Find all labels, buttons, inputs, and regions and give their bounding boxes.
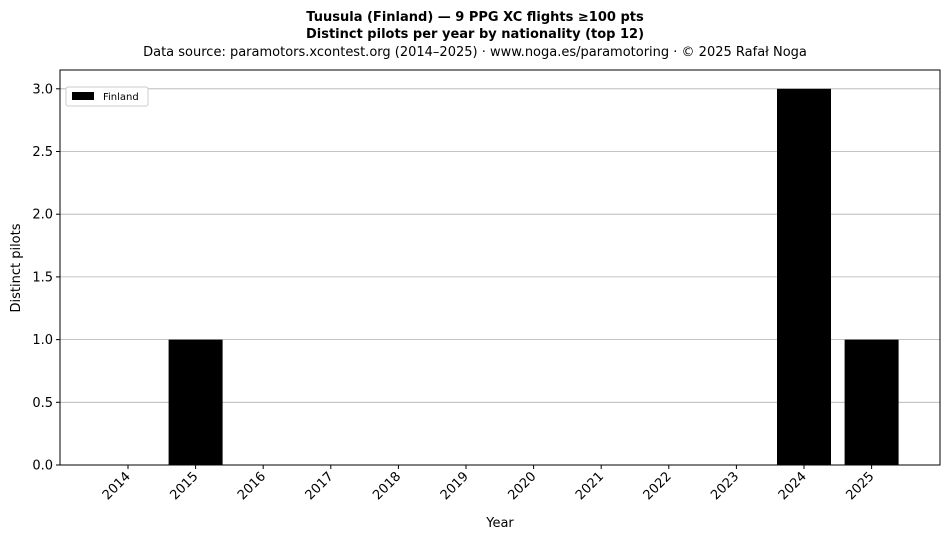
x-tick-label: 2015 — [167, 469, 201, 503]
x-tick-label: 2024 — [776, 469, 810, 503]
legend-swatch-finland — [72, 92, 94, 100]
x-tick-label: 2014 — [100, 469, 134, 503]
y-tick-label: 1.5 — [32, 270, 53, 285]
y-tick-label: 2.0 — [32, 208, 53, 223]
x-tick-label: 2022 — [641, 469, 675, 503]
legend-label-finland: Finland — [103, 92, 139, 103]
x-tick-label: 2025 — [843, 469, 877, 503]
y-tick-label: 2.5 — [32, 145, 53, 160]
x-tick-label: 2017 — [303, 469, 337, 503]
chart-title: Tuusula (Finland) — 9 PPG XC flights ≥10… — [306, 10, 644, 25]
x-tick-label: 2016 — [235, 469, 269, 503]
x-tick-label: 2020 — [505, 469, 539, 503]
bar-2024 — [777, 88, 831, 466]
x-tick-label: 2019 — [438, 469, 472, 503]
chart-subtitle: Data source: paramotors.xcontest.org (20… — [143, 45, 807, 60]
y-tick-label: 0.5 — [32, 396, 53, 411]
bar-2015 — [168, 339, 223, 465]
x-axis-ticks: 2014 2015 2016 2017 2018 2019 2020 2021 2022 2023… — [100, 465, 877, 503]
y-axis-label: Distinct pilots — [9, 223, 24, 312]
x-tick-label: 2018 — [370, 469, 404, 503]
legend: Finland — [65, 86, 149, 107]
y-tick-label: 3.0 — [32, 82, 53, 97]
y-axis-ticks: 0.0 0.5 1.0 1.5 2.0 2.5 3.0 — [32, 82, 60, 474]
plot-frame — [59, 69, 941, 466]
bar-2025 — [844, 339, 899, 465]
x-tick-label: 2023 — [708, 469, 742, 503]
legend-box — [65, 86, 149, 107]
bars — [168, 88, 899, 466]
x-axis-label: Year — [485, 516, 514, 531]
y-tick-label: 0.0 — [32, 459, 53, 474]
chart-title-2: Distinct pilots per year by nationality … — [306, 27, 644, 42]
y-tick-label: 1.0 — [32, 333, 53, 348]
x-tick-label: 2021 — [573, 469, 607, 503]
